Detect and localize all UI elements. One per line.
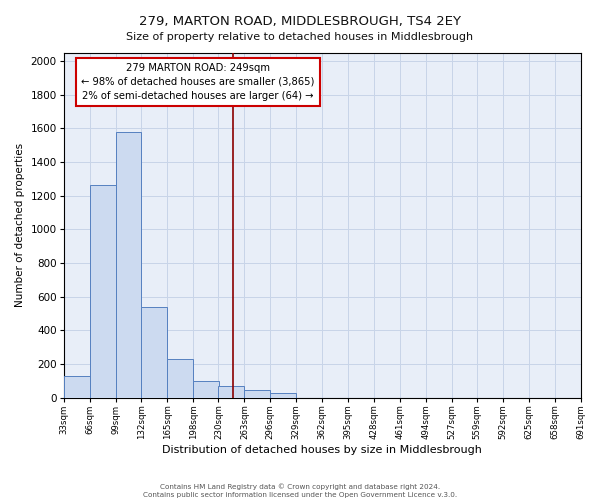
Text: 279 MARTON ROAD: 249sqm
← 98% of detached houses are smaller (3,865)
2% of semi-: 279 MARTON ROAD: 249sqm ← 98% of detache…	[82, 63, 315, 101]
Bar	[89, 184, 116, 398]
Text: Size of property relative to detached houses in Middlesbrough: Size of property relative to detached ho…	[127, 32, 473, 42]
X-axis label: Distribution of detached houses by size in Middlesbrough: Distribution of detached houses by size …	[162, 445, 482, 455]
Bar	[64, 376, 89, 398]
Text: Contains HM Land Registry data © Crown copyright and database right 2024.
Contai: Contains HM Land Registry data © Crown c…	[143, 483, 457, 498]
Bar	[167, 359, 193, 398]
Bar	[193, 381, 219, 398]
Bar	[116, 132, 142, 398]
Bar	[270, 392, 296, 398]
Bar	[142, 306, 167, 398]
Bar	[218, 386, 244, 398]
Y-axis label: Number of detached properties: Number of detached properties	[15, 143, 25, 307]
Text: 279, MARTON ROAD, MIDDLESBROUGH, TS4 2EY: 279, MARTON ROAD, MIDDLESBROUGH, TS4 2EY	[139, 15, 461, 28]
Bar	[244, 390, 270, 398]
